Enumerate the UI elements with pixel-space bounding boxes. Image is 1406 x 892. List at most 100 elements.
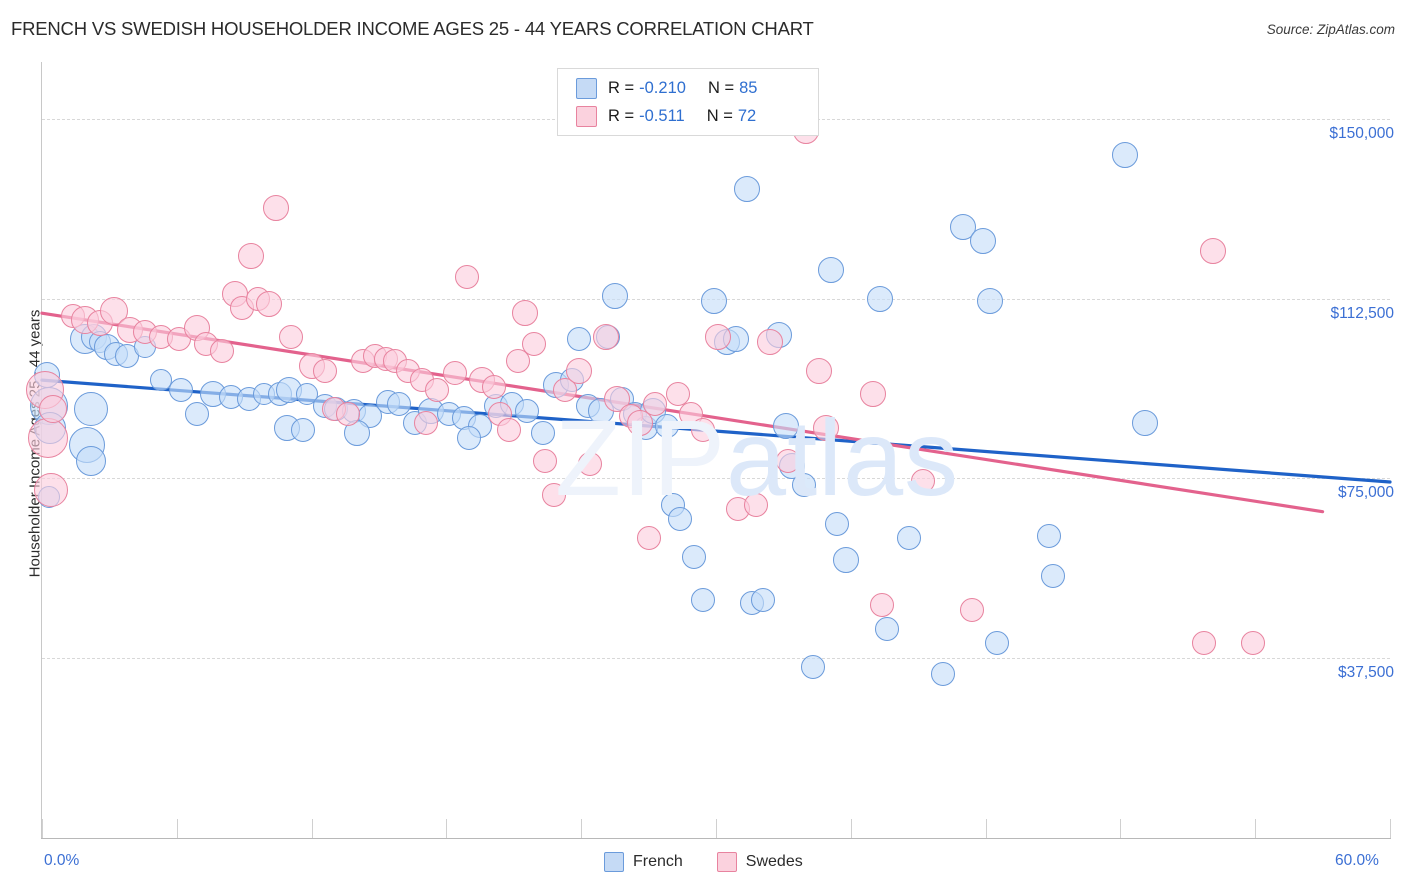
swedes-n-value: 72 — [737, 106, 757, 125]
scatter-point-swedes[interactable] — [604, 386, 631, 413]
scatter-point-french[interactable] — [566, 327, 591, 352]
scatter-point-french[interactable] — [690, 588, 715, 613]
scatter-point-swedes[interactable] — [744, 492, 769, 517]
x-axis-tick — [985, 819, 987, 838]
scatter-point-swedes[interactable] — [522, 332, 547, 357]
scatter-point-french[interactable] — [1111, 142, 1138, 169]
scatter-point-swedes[interactable] — [481, 375, 506, 400]
scatter-point-swedes[interactable] — [335, 401, 360, 426]
scatter-point-french[interactable] — [456, 425, 481, 450]
scatter-point-swedes[interactable] — [775, 449, 800, 474]
scatter-point-french[interactable] — [654, 413, 679, 438]
scatter-point-swedes[interactable] — [262, 194, 289, 221]
x-axis-tick — [850, 819, 852, 838]
scatter-point-swedes[interactable] — [860, 381, 887, 408]
scatter-point-swedes[interactable] — [565, 357, 592, 384]
x-axis-tick — [581, 819, 583, 838]
legend-item-swedes[interactable]: Swedes — [716, 852, 803, 872]
gridline — [42, 478, 1390, 480]
scatter-point-swedes[interactable] — [237, 242, 264, 269]
scatter-point-swedes[interactable] — [870, 592, 895, 617]
scatter-point-swedes[interactable] — [99, 296, 128, 325]
scatter-point-swedes[interactable] — [643, 392, 668, 417]
scatter-point-swedes[interactable] — [27, 417, 68, 458]
french-legend-label: French — [633, 853, 683, 870]
scatter-point-swedes[interactable] — [542, 482, 567, 507]
stats-row-swedes: R = -0.511 N = 72 — [576, 103, 756, 129]
y-axis-tick-label: $75,000 — [1337, 484, 1394, 502]
scatter-point-french[interactable] — [833, 546, 860, 573]
scatter-point-swedes[interactable] — [313, 358, 338, 383]
scatter-point-swedes[interactable] — [1191, 631, 1216, 656]
scatter-point-swedes[interactable] — [806, 357, 833, 384]
scatter-point-french[interactable] — [751, 588, 776, 613]
swedes-r-value: -0.511 — [639, 106, 685, 125]
y-axis-tick-label: $37,500 — [1337, 663, 1394, 681]
scatter-point-french[interactable] — [772, 412, 799, 439]
swedes-n-label: N = — [706, 106, 733, 125]
scatter-point-french[interactable] — [185, 401, 210, 426]
scatter-point-swedes[interactable] — [454, 265, 479, 290]
scatter-point-swedes[interactable] — [39, 394, 68, 423]
scatter-point-swedes[interactable] — [578, 451, 603, 476]
scatter-point-french[interactable] — [290, 418, 315, 443]
scatter-point-swedes[interactable] — [443, 360, 468, 385]
french-swatch-icon — [576, 77, 597, 99]
x-axis-tick — [1120, 819, 1122, 838]
scatter-point-french[interactable] — [970, 228, 997, 255]
scatter-point-swedes[interactable] — [34, 473, 68, 508]
scatter-point-french[interactable] — [531, 420, 555, 445]
scatter-point-french[interactable] — [150, 369, 173, 392]
scatter-point-swedes[interactable] — [1199, 237, 1226, 264]
scatter-point-swedes[interactable] — [425, 377, 450, 402]
scatter-point-french[interactable] — [930, 662, 955, 687]
scatter-point-french[interactable] — [984, 631, 1009, 656]
swedes-legend-swatch-icon — [716, 852, 737, 872]
scatter-point-swedes[interactable] — [209, 339, 234, 364]
scatter-point-french[interactable] — [825, 511, 850, 536]
french-n-value: 85 — [739, 78, 758, 97]
scatter-point-swedes[interactable] — [255, 290, 282, 317]
x-axis-tick — [1390, 819, 1391, 838]
scatter-point-french[interactable] — [681, 545, 706, 570]
scatter-point-swedes[interactable] — [756, 328, 783, 355]
scatter-point-swedes[interactable] — [1240, 631, 1265, 656]
scatter-point-french[interactable] — [700, 288, 727, 315]
scatter-point-french[interactable] — [1036, 523, 1061, 548]
scatter-point-swedes[interactable] — [497, 418, 522, 443]
scatter-point-french[interactable] — [601, 283, 628, 310]
scatter-point-swedes[interactable] — [813, 414, 840, 441]
scatter-point-french[interactable] — [1041, 564, 1065, 589]
correlation-stats-box: R = -0.210 N = 85 R = -0.511 N = 72 — [557, 68, 819, 136]
scatter-point-swedes[interactable] — [533, 449, 558, 474]
swedes-swatch-icon — [576, 105, 597, 127]
scatter-point-swedes[interactable] — [910, 468, 935, 493]
scatter-point-french[interactable] — [874, 616, 899, 641]
legend-item-french[interactable]: French — [604, 852, 683, 872]
scatter-point-french[interactable] — [76, 446, 107, 477]
scatter-point-french[interactable] — [800, 655, 825, 680]
scatter-point-french[interactable] — [74, 391, 109, 426]
scatter-point-french[interactable] — [791, 473, 816, 498]
scatter-point-swedes[interactable] — [414, 411, 439, 436]
scatter-point-french[interactable] — [296, 383, 319, 406]
scatter-point-french[interactable] — [169, 377, 194, 402]
scatter-point-swedes[interactable] — [705, 324, 732, 351]
scatter-point-french[interactable] — [867, 285, 893, 312]
scatter-point-french[interactable] — [817, 257, 844, 284]
scatter-point-swedes[interactable] — [690, 418, 715, 443]
scatter-point-french[interactable] — [977, 288, 1004, 315]
x-axis-label-min: 0.0% — [44, 852, 80, 869]
scatter-point-french[interactable] — [515, 399, 540, 424]
scatter-point-french[interactable] — [950, 214, 977, 241]
scatter-point-swedes[interactable] — [960, 597, 985, 622]
scatter-point-swedes[interactable] — [279, 325, 304, 350]
scatter-point-swedes[interactable] — [592, 324, 619, 351]
scatter-point-french[interactable] — [897, 526, 922, 550]
scatter-point-french[interactable] — [734, 175, 761, 202]
scatter-point-french[interactable] — [1132, 410, 1159, 437]
scatter-point-french[interactable] — [668, 506, 693, 531]
scatter-point-swedes[interactable] — [636, 526, 661, 550]
scatter-point-french[interactable] — [387, 392, 412, 417]
scatter-point-swedes[interactable] — [512, 300, 539, 327]
